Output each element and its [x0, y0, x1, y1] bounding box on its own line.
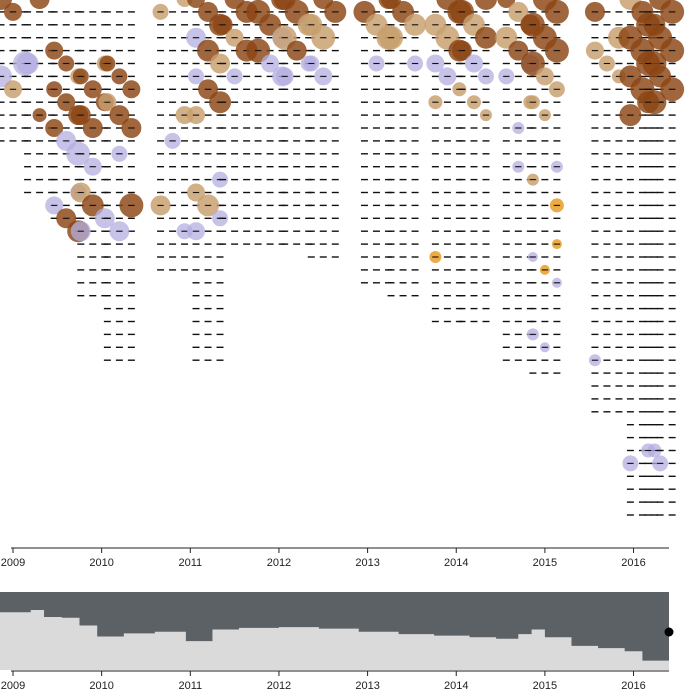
column-1	[16, 0, 56, 194]
tick-label-2013: 2013	[355, 557, 379, 569]
column-19	[636, 0, 685, 516]
overview-area	[0, 609, 669, 670]
column-7	[212, 0, 258, 245]
tick-label-2012: 2012	[267, 557, 291, 569]
overview-brush-panel[interactable]	[0, 592, 674, 670]
tick-label-2009: 2009	[1, 680, 25, 692]
column-12	[379, 0, 427, 297]
tick-label-2015: 2015	[533, 557, 557, 569]
main-x-axis: 2009 2010 2011 2012 2013 2014 2015 2016	[1, 547, 669, 569]
tick-label-2014: 2014	[444, 557, 468, 569]
column-16	[520, 0, 569, 374]
tick-label-2014: 2014	[444, 680, 468, 692]
overview-x-axis: 2009 2010 2011 2012 2013 2014 2015 2016	[1, 670, 669, 692]
tick-label-2012: 2012	[267, 680, 291, 692]
bubble-dark	[0, 0, 12, 10]
column-10	[300, 0, 347, 258]
brush-handle[interactable]	[664, 627, 674, 637]
main-plot	[0, 0, 685, 516]
tick-label-2013: 2013	[355, 680, 379, 692]
tick-label-2010: 2010	[89, 680, 113, 692]
tick-label-2010: 2010	[89, 557, 113, 569]
tick-label-2015: 2015	[533, 680, 557, 692]
tick-label-2011: 2011	[178, 680, 202, 692]
column-14	[449, 0, 497, 323]
tick-label-2016: 2016	[621, 680, 645, 692]
tick-label-2009: 2009	[1, 557, 25, 569]
column-6	[186, 0, 232, 361]
tick-label-2016: 2016	[621, 557, 645, 569]
tick-label-2011: 2011	[178, 557, 202, 569]
bubble-dark	[475, 0, 497, 10]
column-4	[98, 11, 144, 361]
column-17	[584, 1, 630, 413]
bubble-dark	[29, 0, 50, 9]
